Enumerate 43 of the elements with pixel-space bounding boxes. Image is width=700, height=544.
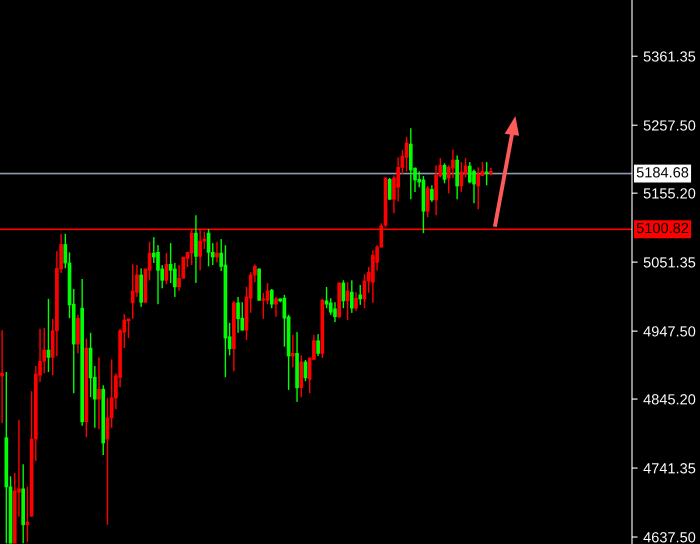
y-tick-label: 5361.35 [644, 51, 696, 62]
y-tick-label: 5257.50 [644, 120, 696, 131]
candlestick [42, 327, 46, 374]
candlestick [46, 298, 50, 373]
candlestick [164, 252, 168, 285]
candlestick [430, 184, 434, 203]
candlestick [484, 161, 488, 186]
candlestick [274, 296, 278, 318]
y-tick-label: 4845.20 [643, 394, 696, 404]
candlestick [333, 302, 337, 323]
candlestick [215, 241, 219, 264]
candlestick [468, 161, 472, 184]
candlestick [328, 298, 333, 316]
candlestick [240, 302, 244, 332]
candlestick [304, 359, 308, 382]
candlestick [350, 280, 354, 314]
y-tick-label: 5051.35 [644, 257, 696, 268]
candlestick [316, 333, 320, 357]
candlestick [0, 329, 4, 424]
candlestick [270, 288, 274, 309]
candlestick [26, 486, 30, 543]
ref-line-label: 5184.68 [636, 167, 688, 178]
candlestick [194, 214, 198, 284]
candlestick [130, 264, 135, 320]
candlestick [97, 356, 101, 430]
candlestick [342, 280, 346, 309]
candlestick [346, 282, 350, 321]
y-tick-label: 5155.20 [644, 188, 696, 199]
candlestick [236, 296, 240, 334]
y-tick-label: 4947.50 [643, 326, 696, 337]
candlestick [358, 284, 362, 306]
candlestick [460, 161, 464, 193]
candlestick [291, 334, 295, 368]
candlestick [262, 292, 266, 320]
candlestick [442, 162, 446, 184]
y-tick-label: 4637.50 [643, 532, 696, 542]
candlestick [354, 292, 358, 312]
ref-line-label: 5100.82 [636, 222, 688, 234]
y-tick-label: 4741.35 [643, 463, 696, 474]
candlestick [206, 228, 210, 268]
candlestick [426, 185, 430, 218]
candlestick [388, 177, 392, 201]
candlestick [404, 136, 408, 172]
